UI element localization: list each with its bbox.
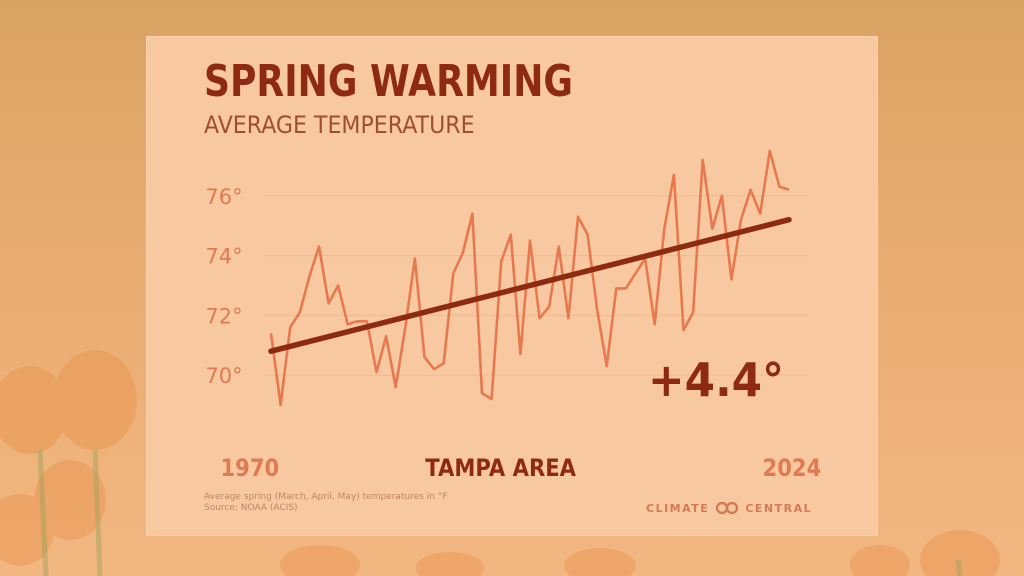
y-tick-label: 72°	[205, 304, 242, 328]
footnote: Average spring (March, April, May) tempe…	[204, 492, 448, 514]
brand-text-left: CLIMATE	[646, 501, 710, 515]
region-label: TAMPA AREA	[425, 455, 576, 483]
chart-subtitle: AVERAGE TEMPERATURE	[204, 111, 475, 139]
x-tick-label-start: 1970	[220, 455, 279, 483]
chart-card: SPRING WARMING AVERAGE TEMPERATURE 70° 72…	[146, 36, 878, 536]
x-tick-label-end: 2024	[763, 455, 822, 483]
brand-logo: CLIMATE CENTRAL	[646, 500, 818, 516]
y-tick-labels: 70° 72° 74° 76°	[205, 185, 242, 388]
linked-circles-logo-icon	[716, 501, 739, 515]
y-tick-label: 76°	[205, 185, 242, 209]
gridlines	[264, 195, 808, 376]
footnote-line-2: Source: NOAA (ACIS)	[204, 503, 298, 513]
y-tick-label: 74°	[205, 245, 242, 269]
series-line	[269, 149, 790, 407]
series-group	[269, 149, 790, 407]
line-chart: 70° 72° 74° 76° 1970 2024 TAMPA AREA +4.4°	[205, 149, 822, 483]
change-annotation: +4.4°	[648, 353, 784, 407]
trendline	[268, 216, 792, 354]
chart-title: SPRING WARMING	[204, 56, 574, 107]
y-tick-label: 70°	[205, 364, 242, 388]
trendline-group	[268, 216, 792, 354]
brand-text-right: CENTRAL	[745, 501, 813, 515]
footnote-line-1: Average spring (March, April, May) tempe…	[204, 492, 448, 502]
